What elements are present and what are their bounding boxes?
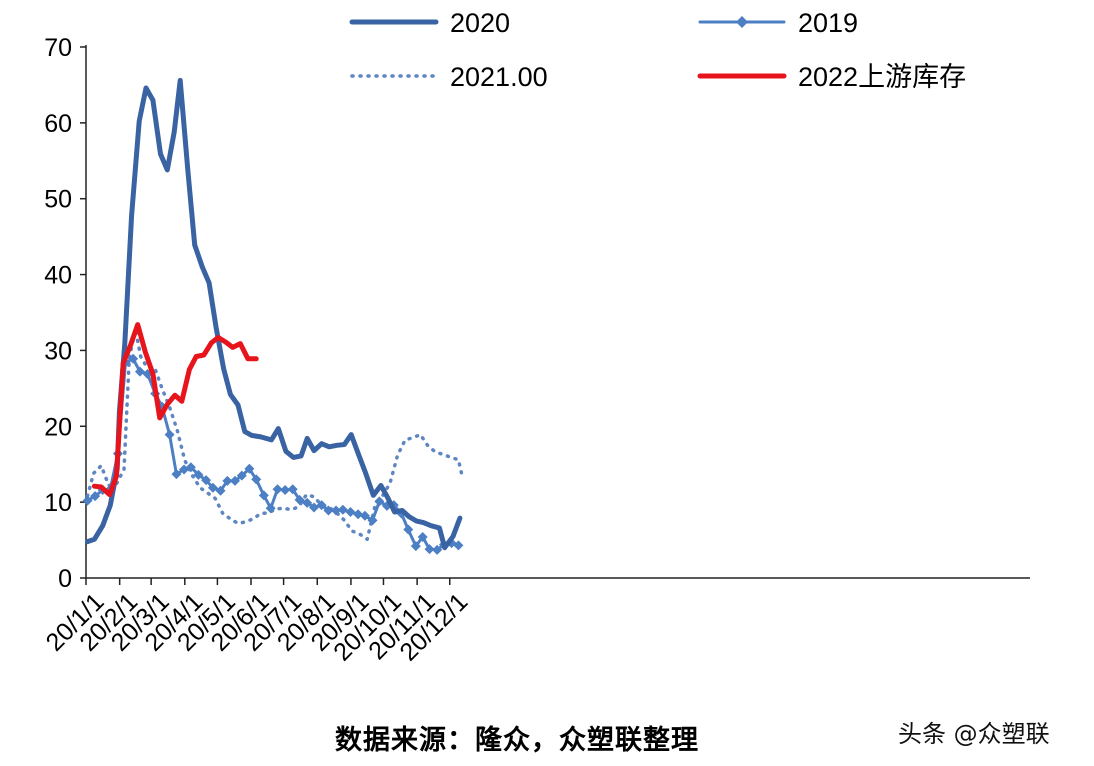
series-point-2019 <box>193 469 204 480</box>
series-point-2019 <box>417 532 428 543</box>
source-note: 数据来源：隆众，众塑联整理 <box>335 725 699 756</box>
series-point-2019 <box>353 509 364 520</box>
legend-label: 2019 <box>798 8 858 38</box>
y-tick-label: 20 <box>44 413 72 441</box>
series-point-2019 <box>185 462 196 473</box>
y-tick-label: 10 <box>44 489 72 517</box>
legend-marker <box>736 16 748 28</box>
series-point-2019 <box>171 469 182 480</box>
series-point-2019 <box>287 484 298 495</box>
series-point-2019 <box>410 541 421 552</box>
series-point-2019 <box>424 544 435 555</box>
y-axis: 0 10 20 30 40 50 60 70 <box>44 34 87 593</box>
series-line-2020 <box>85 77 463 551</box>
series-point-2019 <box>453 540 464 551</box>
legend: 2020 2019 2021.00 2022上游库存 <box>349 8 966 92</box>
legend-label: 2021.00 <box>450 62 548 92</box>
plot-area <box>82 77 464 555</box>
series-point-2019 <box>244 463 255 474</box>
series-point-2019 <box>207 482 218 493</box>
y-tick-label: 70 <box>44 34 72 62</box>
legend-label: 2020 <box>450 8 510 38</box>
x-axis: 20/1/120/2/120/3/120/4/120/5/120/6/120/7… <box>41 577 1030 667</box>
series-point-2019 <box>359 510 370 521</box>
series-point-2019 <box>337 504 348 515</box>
series-point-2019 <box>374 496 385 507</box>
series-point-2019 <box>280 485 291 496</box>
series-point-2019 <box>82 495 93 506</box>
series-point-2019 <box>309 502 319 513</box>
series-point-2019 <box>258 490 269 501</box>
series-point-2019 <box>251 474 262 485</box>
series-point-2019 <box>201 475 212 486</box>
y-tick-label: 50 <box>44 186 72 214</box>
legend-label: 2022上游库存 <box>798 62 966 92</box>
series-line-2019 <box>86 357 460 552</box>
series-point-2019 <box>367 515 378 526</box>
watermark: 头条 @众塑联 <box>898 720 1050 748</box>
series-point-2019 <box>134 366 145 377</box>
series-point-2019 <box>272 484 283 495</box>
series-point-2019 <box>236 470 247 481</box>
series-point-2019 <box>316 500 327 511</box>
series-point-2019 <box>164 429 175 440</box>
series-point-2019 <box>229 475 240 486</box>
series-point-2019 <box>345 507 356 518</box>
series-point-2019 <box>323 505 334 516</box>
series-point-2019 <box>331 505 342 516</box>
y-tick-label: 0 <box>58 565 72 593</box>
y-tick-label: 40 <box>44 262 72 290</box>
series-point-2019 <box>222 475 233 486</box>
series-line-2022上游库存 <box>91 322 259 498</box>
y-tick-label: 30 <box>44 337 72 365</box>
series-point-2019 <box>403 524 414 535</box>
series-point-2019 <box>215 485 226 496</box>
y-tick-label: 60 <box>44 110 72 138</box>
series-point-2019 <box>90 491 101 502</box>
series-point-2019 <box>302 497 313 508</box>
series-point-2019 <box>128 353 139 364</box>
series-point-2019 <box>432 544 443 555</box>
series-point-2019 <box>265 503 276 514</box>
series-point-2019 <box>294 494 305 505</box>
